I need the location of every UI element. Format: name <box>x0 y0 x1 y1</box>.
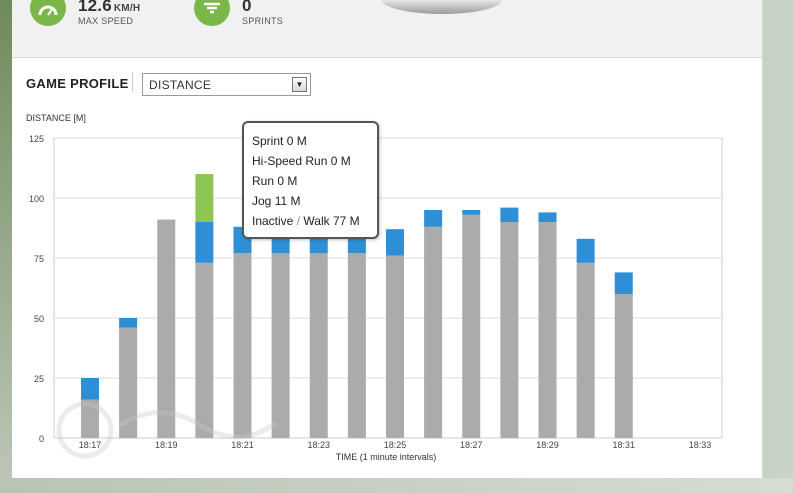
metric-dropdown[interactable]: DISTANCE ▼ <box>142 73 311 96</box>
x-tick-label: 18:23 <box>307 440 330 450</box>
bar-jog <box>500 207 519 222</box>
bar-walk <box>347 253 366 438</box>
tooltip-row-sprint: Sprint 0 M <box>252 134 307 148</box>
sprints-value: 0 <box>242 0 252 15</box>
sprints-label: SPRINTS <box>242 16 284 26</box>
bar-walk <box>271 253 290 438</box>
y-tick-label: 100 <box>29 194 44 204</box>
x-tick-label: 18:27 <box>460 440 483 450</box>
chevron-down-icon[interactable]: ▼ <box>292 77 307 92</box>
bar-walk <box>233 253 252 438</box>
bar-walk <box>614 294 633 438</box>
y-tick-label: 25 <box>34 374 44 384</box>
title-divider <box>132 72 133 92</box>
tooltip-row-hi-speed-run: Hi-Speed Run 0 M <box>252 154 351 168</box>
bar-jog <box>195 222 214 263</box>
bar-jog <box>462 210 481 215</box>
bar-jog <box>119 318 138 328</box>
bar-jog <box>538 212 557 222</box>
tooltip-row-inactive-walk: Inactive / Walk 77 M <box>252 214 360 228</box>
section-title: GAME PROFILE <box>26 76 129 91</box>
max-speed-label: MAX SPEED <box>78 16 134 26</box>
stats-strip: 12.6 KM/H MAX SPEED 0 SPRINTS <box>12 0 762 58</box>
bar-run <box>195 174 214 222</box>
x-tick-label: 18:21 <box>231 440 254 450</box>
watermark-logo <box>56 401 277 459</box>
bar-walk <box>462 214 481 438</box>
bar-jog <box>576 238 595 263</box>
y-tick-label: 75 <box>34 254 44 264</box>
y-axis-label: DISTANCE [M] <box>26 113 86 123</box>
bar-jog <box>424 210 443 227</box>
bar-walk <box>157 219 176 438</box>
ball-graphic <box>382 0 502 14</box>
bar-jog <box>386 229 404 256</box>
y-tick-label: 0 <box>39 434 44 444</box>
bar-walk <box>119 327 138 438</box>
tooltip-row-run: Run 0 M <box>252 174 298 188</box>
bar-walk <box>576 262 595 438</box>
tooltip-row-jog: Jog 11 M <box>252 194 301 208</box>
bar-walk <box>538 222 557 438</box>
bar-walk <box>195 262 214 438</box>
bar-walk <box>386 255 404 438</box>
metric-dropdown-value: DISTANCE <box>149 78 212 92</box>
x-tick-label: 18:29 <box>536 440 559 450</box>
x-tick-label: 18:19 <box>155 440 178 450</box>
background-edge-left <box>0 0 12 493</box>
x-tick-label: 18:33 <box>689 440 712 450</box>
distance-chart: 0 25 50 75 100 125 DISTANCE [M] 18:17 18:19 18:21… <box>26 113 723 462</box>
x-axis-label: TIME (1 minute intervals) <box>336 452 437 462</box>
bar-walk <box>500 222 519 438</box>
x-tick-label: 18:25 <box>384 440 407 450</box>
bar-jog <box>81 378 99 400</box>
bar-walk <box>309 253 328 438</box>
max-speed-unit: KM/H <box>113 3 141 14</box>
max-speed-value: 12.6 KM/H <box>78 0 141 15</box>
background-edge-bottom <box>0 478 793 493</box>
bar-walk <box>81 399 99 438</box>
bar-jog <box>614 272 633 294</box>
x-tick-label: 18:17 <box>79 440 102 450</box>
y-tick-label: 50 <box>34 314 44 324</box>
bar-walk <box>424 226 443 438</box>
chart-tooltip: Sprint 0 M Hi-Speed Run 0 M Run 0 M Jog … <box>242 121 379 239</box>
game-profile-panel: 12.6 KM/H MAX SPEED 0 SPRINTS GAME PROFIL… <box>12 0 763 478</box>
y-tick-label: 125 <box>29 134 44 144</box>
x-tick-label: 18:31 <box>612 440 635 450</box>
